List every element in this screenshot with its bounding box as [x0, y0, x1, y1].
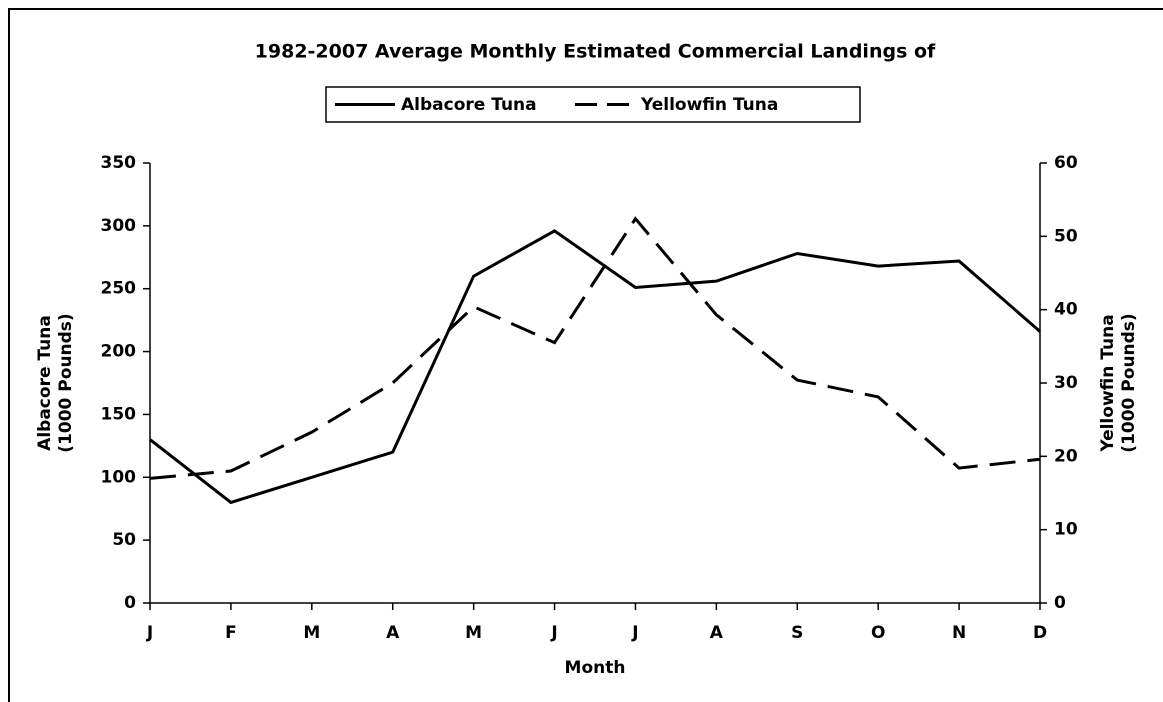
- legend-label: Yellowfin Tuna: [640, 95, 778, 115]
- x-axis-title: Month: [565, 658, 626, 678]
- x-tick-label: M: [303, 623, 320, 643]
- y-tick-label: 100: [101, 467, 137, 487]
- x-tick-label: D: [1033, 623, 1047, 643]
- x-tick-label: A: [386, 623, 400, 643]
- x-tick-label: F: [225, 623, 237, 643]
- legend-label: Albacore Tuna: [401, 95, 537, 115]
- series-line: [149, 216, 1041, 480]
- y-tick-label: 50: [112, 530, 136, 550]
- y-tick-label: 0: [124, 593, 136, 613]
- y2-tick-label: 10: [1054, 520, 1078, 540]
- x-tick-label: J: [146, 623, 153, 643]
- y-tick-label: 350: [101, 153, 137, 173]
- y-axis-title: (1000 Pounds): [56, 313, 76, 452]
- y-tick-label: 200: [101, 342, 137, 362]
- y2-tick-label: 40: [1054, 300, 1078, 320]
- y-tick-label: 150: [101, 404, 137, 424]
- x-tick-label: J: [631, 623, 638, 643]
- y2-tick-label: 50: [1054, 226, 1078, 246]
- y2-tick-label: 0: [1054, 593, 1066, 613]
- x-tick-label: S: [791, 623, 803, 643]
- y-tick-label: 250: [101, 279, 137, 299]
- x-tick-label: A: [710, 623, 724, 643]
- x-tick-label: M: [465, 623, 482, 643]
- y2-axis-title: Yellowfin Tuna: [1098, 314, 1118, 452]
- chart-title: 1982-2007 Average Monthly Estimated Comm…: [255, 41, 936, 63]
- y2-tick-label: 60: [1054, 153, 1078, 173]
- y2-tick-label: 30: [1054, 373, 1078, 393]
- y-axis-title: Albacore Tuna: [35, 315, 55, 451]
- x-tick-label: J: [550, 623, 557, 643]
- y2-tick-label: 20: [1054, 446, 1078, 466]
- series-line: [149, 229, 1041, 505]
- y-tick-label: 300: [101, 216, 137, 236]
- frame: [8, 8, 1163, 702]
- y2-axis-title: (1000 Pounds): [1119, 313, 1139, 452]
- x-tick-label: N: [952, 623, 966, 643]
- x-tick-label: O: [871, 623, 885, 643]
